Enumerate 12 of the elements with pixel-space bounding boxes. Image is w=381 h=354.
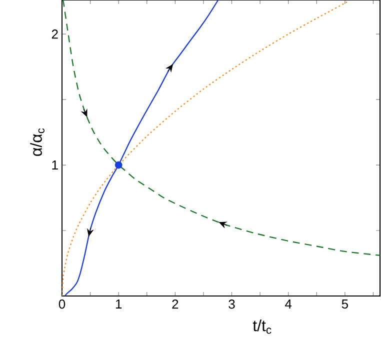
x-tick-label: 1 (116, 300, 122, 308)
x-tick-label: 0 (58, 300, 66, 309)
line-series (62, 0, 349, 296)
line-series (62, 0, 380, 256)
x-tick-label: 2 (172, 300, 178, 309)
x-tick-label: 3 (228, 300, 235, 309)
x-tick-label: 4 (285, 300, 292, 308)
line-series (64, 0, 219, 296)
y-axis-title: α/α$_{c}$ (30, 128, 44, 156)
x-axis-title: t/t$_{c}$ (252, 320, 272, 334)
x-tick-label: 5 (342, 300, 348, 309)
point (114, 161, 122, 169)
